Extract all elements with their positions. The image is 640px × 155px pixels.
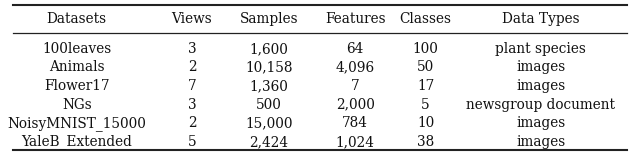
Text: YaleB_Extended: YaleB_Extended (21, 134, 132, 149)
Text: 1,024: 1,024 (336, 135, 374, 149)
Text: 17: 17 (417, 79, 434, 93)
Text: Samples: Samples (239, 12, 298, 26)
Text: 3: 3 (188, 42, 196, 56)
Text: Views: Views (172, 12, 212, 26)
Text: 5: 5 (188, 135, 196, 149)
Text: Datasets: Datasets (47, 12, 107, 26)
Text: 2: 2 (188, 116, 196, 130)
Text: 784: 784 (342, 116, 368, 130)
Text: 10: 10 (417, 116, 434, 130)
Text: 15,000: 15,000 (245, 116, 292, 130)
Text: images: images (516, 135, 565, 149)
Text: 2,424: 2,424 (249, 135, 289, 149)
Text: 2,000: 2,000 (336, 98, 374, 112)
Text: plant species: plant species (495, 42, 586, 56)
Text: Features: Features (325, 12, 385, 26)
Text: Flower17: Flower17 (44, 79, 109, 93)
Text: images: images (516, 60, 565, 74)
Text: 5: 5 (421, 98, 430, 112)
Text: NoisyMNIST_15000: NoisyMNIST_15000 (8, 116, 146, 131)
Text: 100: 100 (413, 42, 438, 56)
Text: 3: 3 (188, 98, 196, 112)
Text: Data Types: Data Types (502, 12, 580, 26)
Text: Animals: Animals (49, 60, 104, 74)
Text: NGs: NGs (62, 98, 92, 112)
Text: 64: 64 (346, 42, 364, 56)
Text: 38: 38 (417, 135, 434, 149)
Text: images: images (516, 116, 565, 130)
Text: images: images (516, 79, 565, 93)
Text: newsgroup document: newsgroup document (467, 98, 615, 112)
Text: Classes: Classes (399, 12, 452, 26)
Text: 2: 2 (188, 60, 196, 74)
Text: 100leaves: 100leaves (42, 42, 111, 56)
Text: 4,096: 4,096 (335, 60, 375, 74)
Text: 7: 7 (188, 79, 196, 93)
Text: 1,600: 1,600 (250, 42, 288, 56)
Text: 50: 50 (417, 60, 434, 74)
Text: 500: 500 (256, 98, 282, 112)
Text: 7: 7 (351, 79, 360, 93)
Text: 10,158: 10,158 (245, 60, 292, 74)
Text: 1,360: 1,360 (250, 79, 288, 93)
